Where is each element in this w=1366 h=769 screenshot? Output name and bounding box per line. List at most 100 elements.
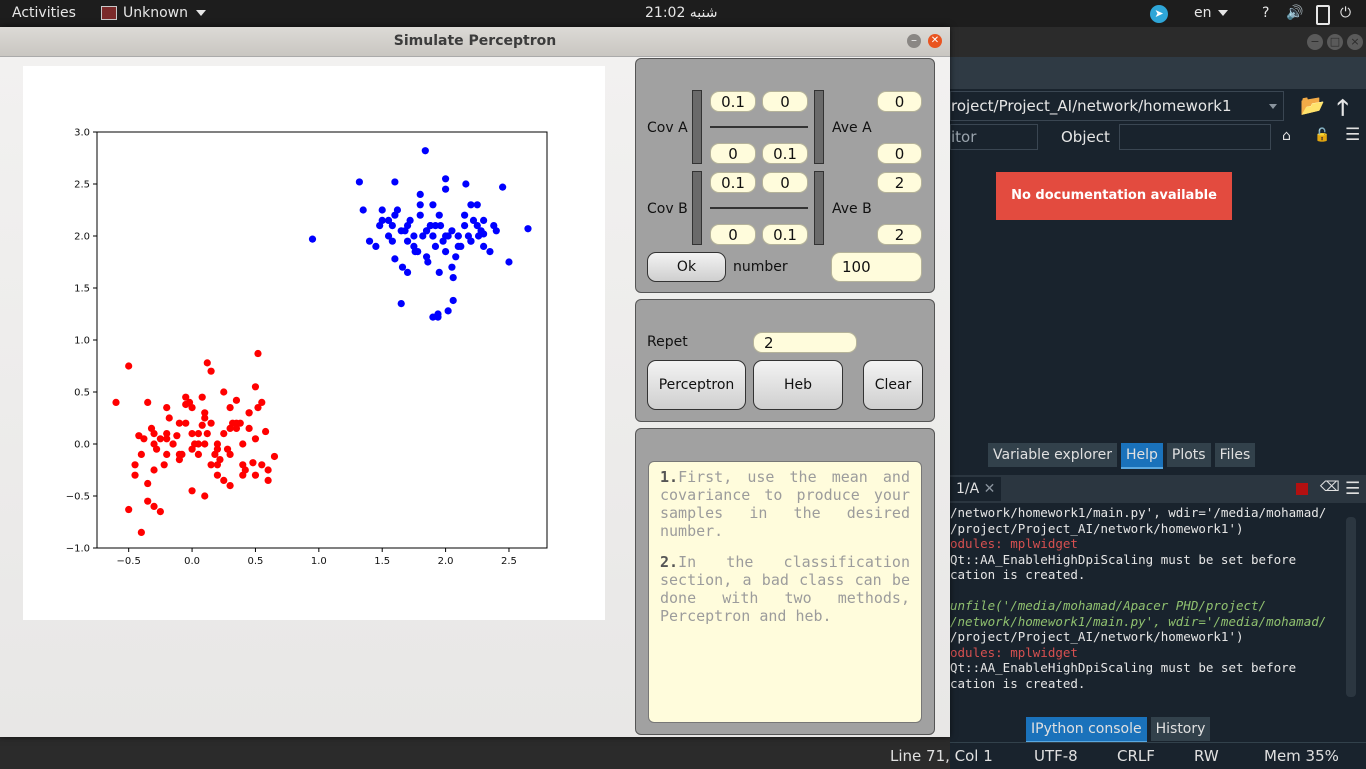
blue-point	[384, 232, 393, 240]
red-point	[254, 404, 262, 412]
red-point	[201, 414, 209, 422]
red-point	[201, 440, 209, 448]
minimize-icon[interactable]: −	[1307, 34, 1323, 50]
clear-button[interactable]: Clear	[863, 360, 923, 410]
tab-variable-explorer[interactable]: Variable explorer	[988, 443, 1117, 467]
y-tick-label: 0.5	[74, 388, 90, 399]
tab-help[interactable]: Help	[1120, 443, 1163, 469]
number-field[interactable]: 100	[831, 252, 922, 282]
repet-field[interactable]: 2	[753, 332, 857, 353]
blue-point	[422, 227, 431, 235]
home-icon[interactable]: ⌂	[1282, 128, 1291, 144]
blue-point	[441, 175, 450, 183]
chevron-down-icon[interactable]	[1269, 104, 1277, 109]
tab-ipython-console[interactable]: IPython console	[1026, 717, 1147, 743]
status-eol: CRLF	[1117, 747, 1155, 765]
ave-b-1-field[interactable]: 2	[877, 172, 922, 193]
stop-icon[interactable]	[1296, 483, 1308, 495]
tab-history[interactable]: History	[1150, 717, 1211, 741]
window-titlebar[interactable]: Simulate Perceptron – ✕	[0, 27, 950, 57]
perceptron-window: Simulate Perceptron – ✕ −0.5 0.0 0.5 1.0 1.5…	[0, 27, 950, 737]
blue-point	[403, 268, 412, 276]
cov-b-11-field[interactable]: 0.1	[710, 172, 756, 193]
language-menu[interactable]: en	[1194, 5, 1228, 21]
ave-a-1-field[interactable]: 0	[877, 91, 922, 112]
ok-button[interactable]: Ok	[647, 252, 726, 282]
instructions-text[interactable]: 1.First, use the mean and covariance to …	[648, 461, 922, 723]
blue-point	[365, 237, 374, 245]
console-line: cation is created.	[950, 675, 1086, 691]
console-line	[950, 583, 1348, 599]
status-bar: Line 71, Col 1 UTF-8 CRLF RW Mem 35%	[890, 742, 1366, 769]
perceptron-button[interactable]: Perceptron	[647, 360, 746, 410]
red-point	[185, 398, 194, 406]
tab-files[interactable]: Files	[1214, 443, 1256, 467]
note-1: 1.First, use the mean and covariance to …	[660, 468, 910, 540]
cov-a-21-field[interactable]: 0	[710, 143, 756, 164]
red-point	[245, 409, 253, 417]
console-tab[interactable]: 1/A ✕	[950, 477, 1002, 501]
blue-point	[376, 222, 384, 230]
open-folder-icon[interactable]: 📂	[1300, 93, 1325, 117]
heb-button[interactable]: Heb	[753, 360, 843, 410]
x-tick-label: 1.0	[311, 556, 327, 567]
object-input[interactable]	[1119, 124, 1271, 150]
telegram-icon[interactable]: ➤	[1150, 5, 1168, 23]
blue-point	[464, 232, 473, 240]
blue-point	[480, 230, 488, 238]
console-line: /network/homework1/main.py', wdir='/medi…	[950, 613, 1327, 629]
red-point	[194, 430, 203, 438]
cov-a-12-field[interactable]: 0	[762, 91, 808, 112]
cov-a-11-field[interactable]: 0.1	[710, 91, 756, 112]
red-point	[213, 440, 222, 448]
window-title: Simulate Perceptron	[393, 33, 557, 49]
cov-b-12-field[interactable]: 0	[762, 172, 808, 193]
scatter-plot: −0.5 0.0 0.5 1.0 1.5 2.0 2.5 −1.0 −0.5 0.0 0.5 1.0 1…	[23, 66, 605, 620]
red-point	[169, 440, 177, 448]
menu-icon[interactable]: ☰	[1345, 479, 1361, 499]
red-point	[163, 435, 171, 443]
console-scrollbar[interactable]	[1346, 517, 1356, 697]
cov-b-21-field[interactable]: 0	[710, 224, 756, 245]
console-output[interactable]: /network/homework1/main.py', wdir='/medi…	[950, 505, 1348, 705]
red-point	[239, 440, 247, 448]
clock[interactable]: 21:02 شنبه	[645, 5, 718, 21]
working-directory-field[interactable]: roject/Project_AI/network/homework1	[950, 91, 1284, 121]
power-icon[interactable]: ⏻	[1340, 5, 1352, 21]
app-menu[interactable]: Unknown	[101, 5, 206, 21]
help-source-select[interactable]: itor	[950, 124, 1038, 150]
red-point	[245, 424, 253, 432]
minimize-icon[interactable]: –	[907, 34, 921, 48]
blue-point	[461, 222, 469, 230]
red-point	[216, 456, 224, 464]
working-directory-text: roject/Project_AI/network/homework1	[951, 97, 1232, 115]
x-tick-label: 1.5	[374, 556, 390, 567]
activities-button[interactable]: Activities	[12, 5, 76, 21]
eraser-icon[interactable]: ⌫	[1320, 479, 1340, 495]
ave-a-2-field[interactable]: 0	[877, 143, 922, 164]
x-tick-label: 0.5	[247, 556, 263, 567]
lock-icon[interactable]: 🔓	[1314, 128, 1331, 143]
y-tick-label: 3.0	[74, 128, 90, 139]
maximize-icon[interactable]: □	[1327, 34, 1343, 50]
volume-icon[interactable]: 🔊	[1286, 5, 1304, 21]
parameters-panel: Cov A 0.1 0 0 0.1 Ave A 0 0 Cov B 0.1 0 …	[635, 58, 935, 293]
blue-point	[448, 227, 456, 235]
console-line: /project/Project_AI/network/homework1')	[950, 520, 1244, 536]
arrow-up-icon[interactable]: 🡑	[1337, 96, 1349, 121]
blue-point	[431, 222, 440, 230]
blue-point	[429, 201, 437, 209]
cov-a-22-field[interactable]: 0.1	[762, 143, 808, 164]
tab-plots[interactable]: Plots	[1166, 443, 1211, 467]
close-icon[interactable]: ✕	[983, 481, 996, 497]
close-icon[interactable]: ×	[1347, 34, 1363, 50]
x-tick-label: −0.5	[117, 556, 141, 567]
help-icon[interactable]: ?	[1262, 5, 1270, 21]
red-point	[160, 461, 168, 469]
cov-b-22-field[interactable]: 0.1	[762, 224, 808, 245]
ave-b-2-field[interactable]: 2	[877, 224, 922, 245]
battery-icon[interactable]	[1316, 5, 1330, 25]
menu-icon[interactable]: ☰	[1345, 125, 1361, 145]
red-point	[125, 362, 133, 370]
close-icon[interactable]: ✕	[928, 34, 942, 48]
